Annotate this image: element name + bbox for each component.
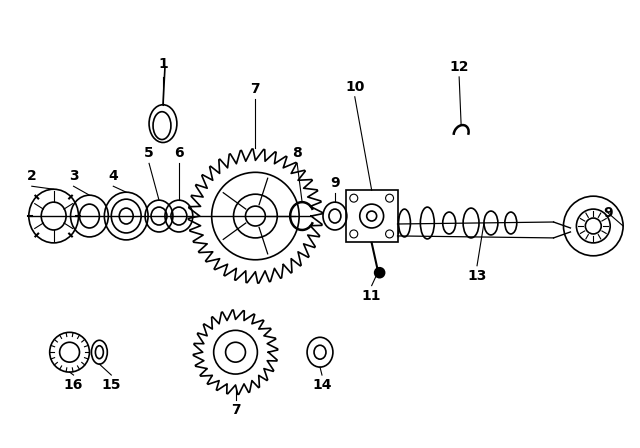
Text: 4: 4 (108, 169, 118, 183)
Text: 16: 16 (64, 378, 83, 392)
Text: 13: 13 (467, 269, 486, 283)
Text: 11: 11 (362, 289, 381, 302)
Text: 3: 3 (68, 169, 78, 183)
Text: 8: 8 (292, 146, 302, 160)
Text: 15: 15 (102, 378, 121, 392)
Text: 9: 9 (330, 176, 340, 190)
Text: 12: 12 (449, 60, 469, 74)
Circle shape (374, 268, 385, 278)
Text: 2: 2 (27, 169, 36, 183)
Text: 10: 10 (345, 80, 364, 94)
Text: 1: 1 (158, 57, 168, 71)
Bar (346, 190, 397, 242)
Text: 9: 9 (604, 206, 613, 220)
Text: 14: 14 (312, 378, 332, 392)
Text: 7: 7 (251, 82, 260, 96)
Text: 6: 6 (174, 146, 184, 160)
Text: 7: 7 (230, 403, 241, 417)
Text: 5: 5 (144, 146, 154, 160)
